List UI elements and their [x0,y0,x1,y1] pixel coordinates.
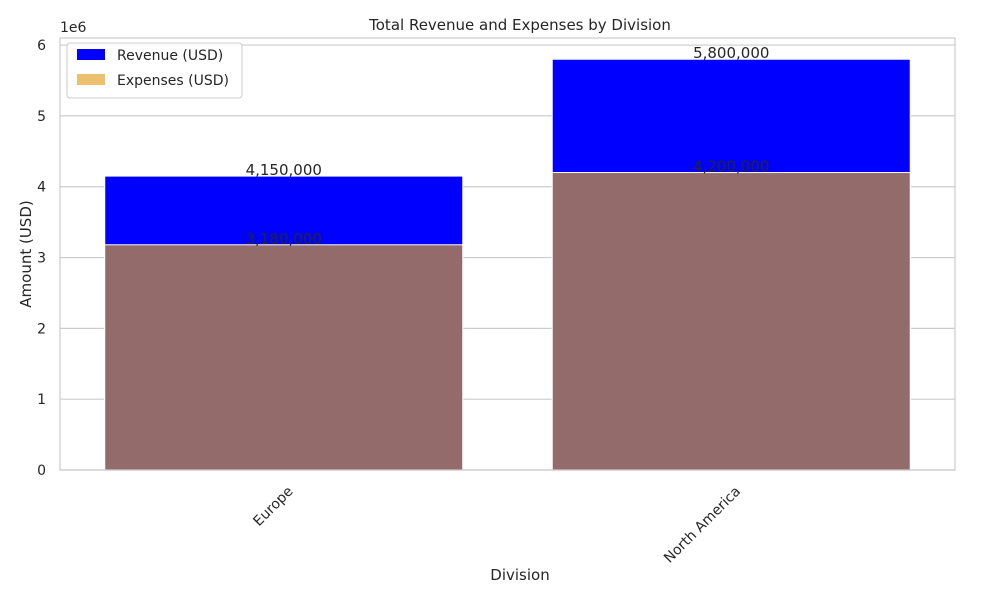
legend-swatch-revenue [77,49,105,60]
chart-title: Total Revenue and Expenses by Division [368,16,671,34]
bar-expenses [104,244,464,471]
y-tick-label: 3 [37,251,46,267]
legend: Revenue (USD) Expenses (USD) [66,42,243,99]
data-label-expenses: 3,180,000 [246,230,322,248]
legend-swatch-expenses [77,74,105,85]
y-tick-label: 4 [37,180,46,196]
data-labels: 4,150,000 3,180,000 5,800,000 4,200,000 [246,44,770,248]
y-tick-label: 6 [37,38,46,54]
plot-frame [59,37,956,471]
y-axis-ticks: 0 1 2 3 4 5 6 [37,38,46,479]
y-tick-label: 1 [37,392,46,408]
data-label-revenue: 4,150,000 [246,161,322,179]
legend-box [66,42,243,99]
y-axis-title: Amount (USD) [17,200,35,307]
legend-label-expenses: Expenses (USD) [117,73,229,89]
y-tick-label: 0 [37,463,46,479]
y-tick-label: 2 [37,321,46,337]
y-tick-label: 5 [37,109,46,125]
data-label-revenue: 5,800,000 [693,44,769,62]
legend-label-revenue: Revenue (USD) [117,48,223,64]
bar-expenses [551,172,911,471]
x-axis-title: Division [490,566,549,584]
y-axis-offset-text: 1e6 [60,20,87,36]
data-label-expenses: 4,200,000 [693,158,769,176]
